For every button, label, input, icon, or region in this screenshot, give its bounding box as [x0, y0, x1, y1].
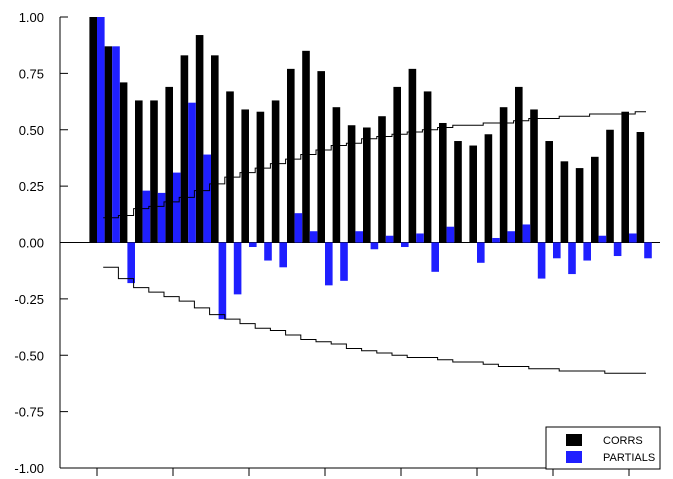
corrs-bar: [515, 86, 523, 243]
corrs-bar: [423, 91, 432, 243]
corrs-bar: [454, 141, 462, 243]
corrs-bar: [393, 86, 401, 243]
corrs-bar: [378, 116, 386, 243]
corrs-bar: [606, 129, 614, 243]
partials-bar: [173, 172, 181, 243]
partials-bar: [522, 224, 531, 243]
corrs-bar: [621, 111, 629, 243]
corrs-bar: [636, 132, 645, 243]
corrs-bar: [226, 91, 234, 243]
partials-bar: [203, 154, 211, 243]
y-axis: 1.00 0.75 0.50 0.25 0.00 -0.25 -0.50 -0.75 -1.00: [14, 10, 68, 476]
partials-bar: [629, 233, 637, 243]
corrs-bar: [560, 161, 569, 243]
partials-bar: [249, 242, 257, 248]
corrs-bar: [241, 109, 249, 243]
partials-bar: [142, 190, 151, 243]
corrs-bar: [575, 168, 584, 243]
partials-bar: [325, 242, 333, 286]
partials-bar: [385, 235, 394, 243]
legend: CORRS PARTIALS: [545, 426, 661, 470]
corrs-bar: [165, 86, 173, 243]
legend-label-partials: PARTIALS: [603, 452, 655, 464]
partials-bar: [112, 46, 120, 243]
partials-bar: [157, 192, 166, 243]
corrs-bar: [104, 46, 113, 243]
corrs-bar: [499, 107, 508, 243]
confidence-bands: [103, 111, 646, 374]
y-tick-label: 0.00: [19, 236, 44, 251]
partials-bar: [492, 237, 500, 243]
legend-swatch-corrs: [566, 434, 582, 446]
corrs-bar: [484, 134, 493, 243]
corrs-bar: [211, 55, 219, 243]
corrs-bar: [271, 100, 280, 243]
partials-bar: [537, 242, 546, 279]
partials-bar: [644, 242, 652, 259]
partials-bar: [416, 233, 424, 243]
partials-bar: [583, 242, 591, 261]
upper-confidence-band: [103, 111, 646, 219]
y-tick-label: -0.50: [14, 348, 44, 363]
y-tick-label: 0.75: [19, 66, 44, 81]
partials-bar: [401, 242, 409, 248]
corrs-bar: [317, 71, 325, 243]
y-tick-label: -0.25: [14, 292, 44, 307]
corrs-bar: [363, 127, 371, 243]
corrs-bar: [135, 100, 143, 243]
y-tick-label: 0.50: [19, 123, 44, 138]
corrs-bar: [347, 125, 356, 243]
partials-bar: [355, 231, 363, 243]
bars: [89, 17, 652, 320]
partials-bar: [613, 242, 622, 257]
partials-bar: [431, 242, 439, 272]
corrs-bar: [195, 35, 204, 243]
corrs-bar: [439, 122, 447, 243]
corrs-bar: [119, 82, 128, 243]
partials-bar: [340, 242, 348, 281]
legend-label-corrs: CORRS: [603, 435, 643, 447]
partials-bar: [507, 231, 515, 243]
y-tick-label: -0.75: [14, 405, 44, 420]
partials-bar: [568, 242, 576, 275]
corrs-bar: [89, 17, 97, 243]
y-tick-label: -1.00: [14, 461, 44, 476]
partials-bar: [553, 242, 561, 259]
corrs-bar: [256, 111, 265, 243]
partials-bar: [309, 231, 318, 243]
partials-bar: [446, 226, 455, 243]
legend-swatch-partials: [566, 451, 582, 463]
corrs-bar: [332, 107, 341, 243]
corrs-bar: [545, 141, 553, 243]
partials-bar: [97, 17, 105, 243]
corrs-bar: [150, 100, 158, 243]
partials-bar: [370, 242, 379, 250]
y-tick-label: 1.00: [19, 10, 44, 25]
partials-bar: [598, 235, 607, 243]
corrs-bar: [408, 68, 417, 243]
partials-bar: [477, 242, 485, 263]
corrs-bar: [530, 109, 538, 243]
corrs-bar: [302, 50, 310, 243]
partials-bar: [188, 102, 196, 243]
y-tick-label: 0.25: [19, 179, 44, 194]
partials-bar: [264, 242, 272, 261]
partials-bar: [218, 242, 227, 320]
lower-confidence-band: [103, 266, 646, 374]
legend-box: [545, 426, 661, 470]
partials-bar: [294, 213, 303, 243]
corrs-bar: [287, 68, 295, 243]
partials-bar: [233, 242, 242, 295]
partials-bar: [127, 242, 135, 284]
partials-bar: [279, 242, 287, 268]
corrs-bar: [591, 156, 599, 243]
corrs-bar: [180, 55, 189, 243]
corrs-bar: [469, 145, 477, 243]
